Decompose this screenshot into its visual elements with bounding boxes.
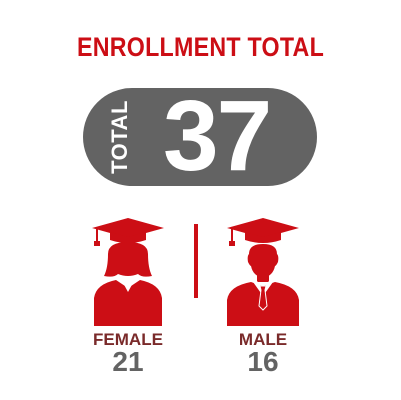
total-value: 37 [163, 80, 272, 192]
total-label: TOTAL [107, 100, 132, 174]
divider [194, 224, 198, 298]
page-title: ENROLLMENT TOTAL [76, 32, 325, 62]
male-count: 16 [247, 346, 279, 377]
female-count: 21 [112, 346, 144, 377]
female-label: FEMALE [93, 330, 163, 349]
male-graduate-icon [227, 218, 299, 326]
female-graduate-icon [92, 218, 164, 326]
total-pill [83, 88, 317, 186]
male-label: MALE [238, 330, 288, 349]
